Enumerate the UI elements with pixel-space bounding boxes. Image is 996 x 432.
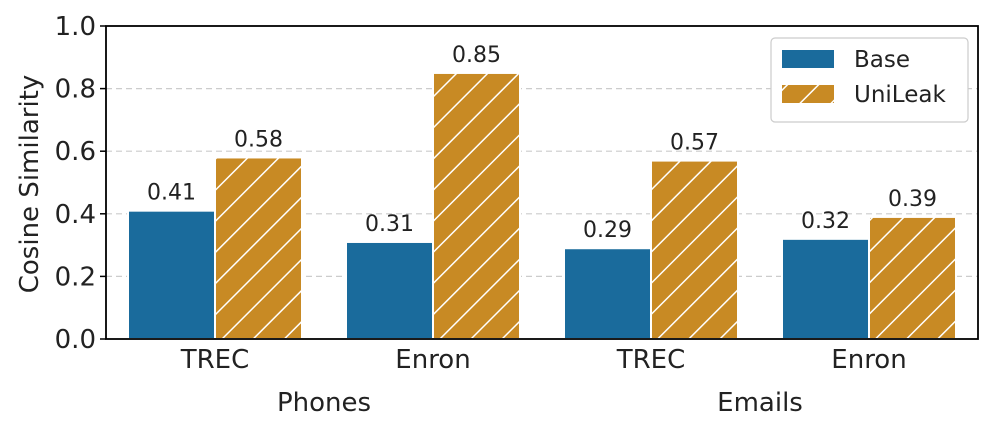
data-label-base-2: 0.29 (583, 218, 632, 243)
x-tick-label: Enron (831, 345, 906, 375)
x-tick-label: Enron (395, 345, 470, 375)
y-tick-labels: 0.0 0.2 0.4 0.6 0.8 1.0 (55, 12, 106, 355)
legend-label-base: Base (854, 47, 910, 73)
legend-label-unileak: UniLeak (854, 82, 946, 108)
bar-unileak-2 (650, 159, 739, 340)
y-tick-label: 0.6 (55, 137, 96, 167)
data-label-unileak-0: 0.58 (234, 127, 283, 152)
legend-swatch-unileak (782, 85, 834, 103)
x-tick-label: TREC (616, 345, 686, 375)
y-tick-label: 1.0 (55, 12, 96, 42)
bar-base-2 (563, 247, 652, 340)
data-label-unileak-2: 0.57 (670, 131, 719, 156)
bar-unileak-0 (214, 156, 303, 340)
data-label-base-3: 0.32 (801, 209, 850, 234)
data-label-unileak-3: 0.39 (888, 187, 937, 212)
data-label-base-0: 0.41 (147, 181, 196, 206)
bar-unileak-3 (868, 215, 957, 340)
y-tick-label: 0.8 (55, 75, 96, 105)
y-tick-label: 0.2 (55, 262, 96, 292)
group-labels: Phones Emails (277, 388, 803, 418)
data-label-base-1: 0.31 (365, 212, 414, 237)
data-labels: 0.41 0.58 0.31 0.85 0.29 0.57 0.32 0.39 (147, 43, 937, 243)
legend-swatch-base (782, 50, 834, 68)
bar-base-1 (345, 240, 434, 340)
group-label-phones: Phones (277, 388, 371, 418)
y-tick-label: 0.4 (55, 200, 96, 230)
bar-base-3 (781, 237, 870, 340)
x-tick-labels: TREC Enron TREC Enron (180, 345, 907, 375)
legend: Base UniLeak (770, 37, 969, 123)
bars (127, 71, 957, 340)
plot-frame (105, 25, 979, 340)
data-label-unileak-1: 0.85 (452, 43, 501, 68)
bar-unileak-1 (432, 71, 521, 340)
y-axis-label: Cosine Similarity (15, 75, 45, 294)
y-tick-label: 0.0 (55, 325, 96, 355)
bar-base-0 (127, 209, 216, 340)
group-label-emails: Emails (717, 388, 803, 418)
x-tick-label: TREC (180, 345, 250, 375)
